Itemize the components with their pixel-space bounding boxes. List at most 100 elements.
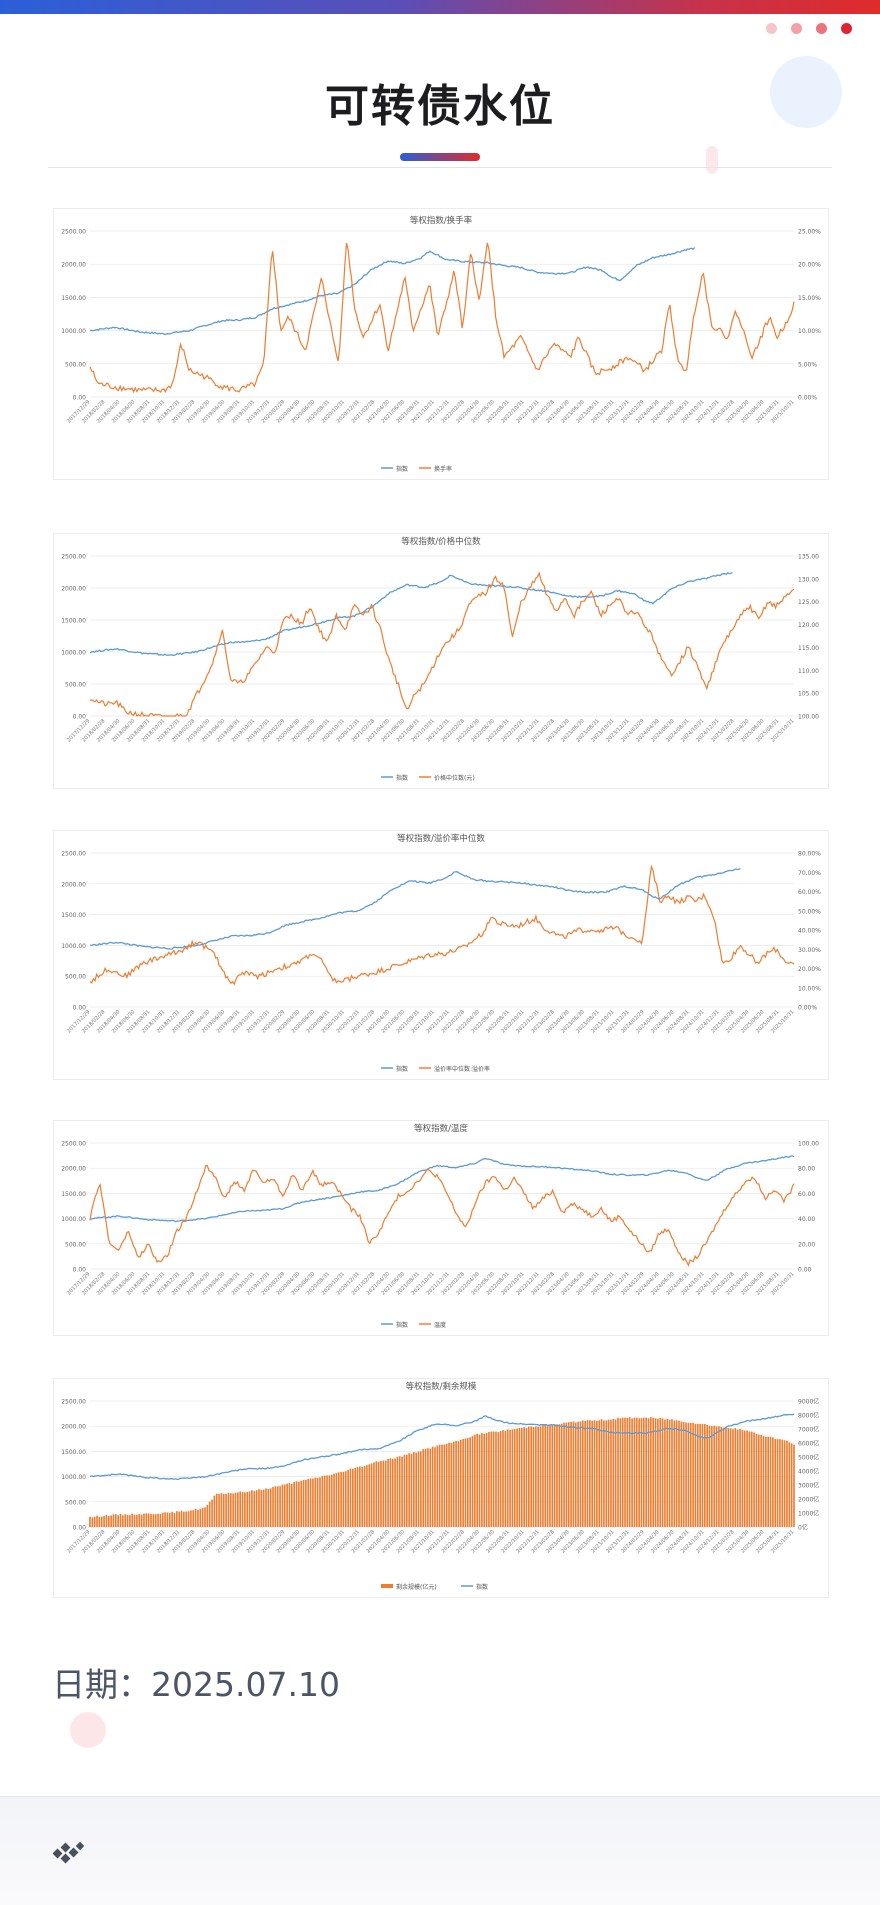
bar-mark <box>436 1445 439 1527</box>
bar-mark <box>232 1493 234 1527</box>
bar-mark <box>354 1467 356 1527</box>
y-left-tick-label: 1500.00 <box>61 1449 86 1456</box>
bar-mark <box>227 1492 230 1527</box>
series-line-secondary <box>89 1164 795 1267</box>
bar-mark <box>197 1509 199 1527</box>
bar-mark <box>682 1422 685 1527</box>
bar-mark <box>776 1438 779 1527</box>
y-right-tick-label: 20.00 <box>798 1241 815 1248</box>
bar-mark <box>328 1475 331 1527</box>
bar-mark <box>546 1425 549 1527</box>
legend-label: 指数 <box>396 465 408 473</box>
bar-mark <box>272 1486 274 1527</box>
bar-mark <box>342 1471 345 1527</box>
bar-mark <box>567 1422 570 1527</box>
bar-mark <box>288 1483 291 1527</box>
bar-mark <box>391 1459 394 1527</box>
bar-mark <box>255 1490 258 1527</box>
y-left-tick-label: 1000.00 <box>61 943 86 950</box>
dot-3 <box>816 23 827 34</box>
bar-mark <box>215 1493 218 1527</box>
bar-mark <box>631 1418 633 1527</box>
bar-mark <box>572 1421 575 1527</box>
y-right-tick-label: 105.00 <box>798 691 819 698</box>
bar-mark <box>469 1437 471 1527</box>
chart-title: 等权指数/价格中位数 <box>401 536 481 547</box>
bar-mark <box>668 1419 671 1527</box>
bar-mark <box>290 1483 293 1527</box>
bar-mark <box>103 1515 105 1527</box>
bar-mark <box>405 1454 408 1527</box>
bar-mark <box>581 1420 584 1527</box>
bar-mark <box>143 1513 145 1527</box>
y-left-tick-label: 500.00 <box>65 682 86 689</box>
bar-mark <box>511 1429 514 1527</box>
bar-mark <box>98 1516 101 1527</box>
bar-mark <box>769 1436 772 1527</box>
bar-mark <box>333 1473 335 1527</box>
bar-mark <box>537 1426 540 1527</box>
bar-mark <box>417 1451 420 1527</box>
bar-mark <box>459 1439 462 1527</box>
bar-mark <box>727 1427 730 1527</box>
dot-2 <box>791 23 802 34</box>
bar-mark <box>734 1428 737 1527</box>
bar-mark <box>258 1489 260 1527</box>
bar-mark <box>246 1492 249 1527</box>
y-left-tick-label: 2500.00 <box>61 229 86 236</box>
bar-mark <box>793 1444 795 1527</box>
y-left-tick-label: 1500.00 <box>61 1191 86 1198</box>
bar-mark <box>375 1461 378 1527</box>
bar-mark <box>593 1420 596 1527</box>
chart-title: 等权指数/温度 <box>414 1123 468 1134</box>
y-right-tick-label: 135.00 <box>798 554 819 561</box>
page-title: 可转债水位 <box>325 81 555 132</box>
y-right-tick-label: 7000亿 <box>798 1426 819 1434</box>
bar-mark <box>481 1433 483 1527</box>
y-right-tick-label: 6000亿 <box>798 1440 819 1448</box>
bar-mark <box>678 1420 680 1527</box>
dot-1 <box>766 23 777 34</box>
bar-mark <box>178 1511 180 1527</box>
legend-label: 指数 <box>396 1321 408 1329</box>
bar-mark <box>589 1420 591 1527</box>
bar-mark <box>201 1507 204 1527</box>
bar-mark <box>659 1418 662 1527</box>
bar-mark <box>309 1478 312 1527</box>
y-left-tick-label: 1500.00 <box>61 618 86 625</box>
y-right-tick-label: 100.00 <box>798 1141 819 1148</box>
bar-mark <box>164 1512 166 1527</box>
bar-mark <box>251 1490 253 1527</box>
bar-mark <box>464 1438 467 1527</box>
bar-mark <box>474 1434 476 1527</box>
bar-mark <box>413 1452 415 1527</box>
y-left-tick-label: 2500.00 <box>61 554 86 561</box>
bar-mark <box>124 1514 127 1527</box>
y-left-tick-label: 2000.00 <box>61 586 86 593</box>
y-right-tick-label: 5.00% <box>798 361 817 368</box>
bar-mark <box>192 1510 195 1527</box>
bar-mark <box>701 1423 704 1527</box>
bar-mark <box>767 1436 770 1527</box>
bar-mark <box>518 1427 521 1527</box>
y-right-tick-label: 125.00 <box>798 599 819 606</box>
bar-mark <box>492 1431 495 1527</box>
bar-mark <box>307 1478 310 1527</box>
bar-mark <box>713 1425 716 1527</box>
y-right-tick-label: 9000亿 <box>798 1398 819 1406</box>
chart-remaining-size: 等权指数/剩余规模 0.00 500.00 1000.00 1500.00 2000.00… <box>61 1381 819 1591</box>
y-right-tick-label: 0.00% <box>798 395 817 402</box>
bar-mark <box>628 1417 631 1527</box>
y-right-tick-label: 2000亿 <box>798 1496 819 1504</box>
bar-mark <box>253 1491 256 1527</box>
bar-mark <box>337 1472 340 1527</box>
y-left-tick-label: 500.00 <box>65 974 86 981</box>
y-right-tick-label: 8000亿 <box>798 1412 819 1420</box>
bar-mark <box>145 1513 148 1527</box>
bar-mark <box>532 1426 535 1527</box>
bar-mark <box>739 1428 741 1527</box>
bar-mark <box>222 1493 225 1527</box>
series-line-index <box>89 1413 795 1480</box>
bar-mark <box>504 1430 507 1527</box>
bar-mark <box>176 1511 178 1527</box>
